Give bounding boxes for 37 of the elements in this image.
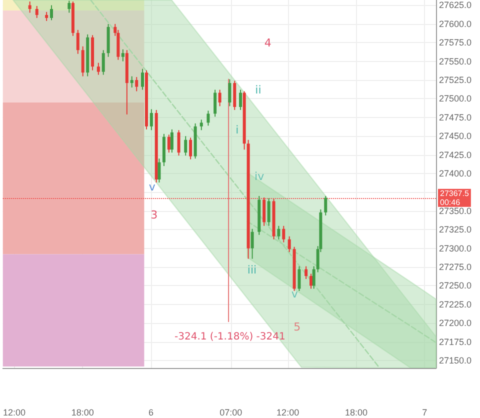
- ref-line-label: 27367.5 00:46: [440, 188, 470, 207]
- y-tick-label: 27225.0: [439, 299, 472, 310]
- y-tick-label: 27500.0: [439, 94, 472, 104]
- annotation: iii: [247, 264, 257, 277]
- y-tick-label: 27550.0: [439, 56, 472, 66]
- annotation: v: [291, 287, 298, 300]
- x-tick-label: 07:00: [220, 408, 242, 418]
- y-tick-label: 27525.0: [439, 75, 472, 86]
- y-tick-label: 27625.0: [439, 0, 472, 10]
- y-tick-label: 27150.0: [439, 356, 472, 366]
- annotation: 4: [264, 36, 272, 50]
- x-tick-label: 12:00: [2, 408, 26, 418]
- x-tick-label: 6: [148, 408, 154, 418]
- y-tick-label: 27300.0: [439, 243, 472, 254]
- y-tick-label: 27200.0: [439, 318, 472, 328]
- y-tick-label: 27450.0: [439, 131, 472, 142]
- x-tick-label: 12:00: [276, 408, 300, 418]
- x-tick-label: 18:00: [71, 408, 94, 418]
- x-tick-label: 7: [422, 408, 428, 418]
- annotation: iv: [254, 170, 265, 184]
- y-tick-label: 27475.0: [439, 112, 472, 122]
- y-tick-label: 27600.0: [439, 18, 472, 29]
- y-tick-label: 27250.0: [439, 280, 472, 291]
- annotation: ii: [255, 83, 262, 96]
- annotation: -324.1 (-1.18%) -3241: [174, 331, 286, 342]
- y-tick-label: 27275.0: [439, 262, 472, 272]
- y-tick-label: 27575.0: [439, 38, 472, 48]
- y-tick-label: 27350.0: [439, 206, 472, 216]
- x-tick-label: 18:00: [344, 408, 368, 418]
- annotation: 5: [294, 320, 301, 334]
- y-tick-label: 27175.0: [439, 336, 472, 347]
- y-tick-label: 27400.0: [439, 168, 472, 179]
- y-tick-label: 27425.0: [439, 150, 472, 160]
- annotation: 3: [150, 208, 158, 222]
- annotation: i: [236, 124, 239, 136]
- y-tick-label: 27325.0: [439, 224, 472, 235]
- annotation: v: [148, 180, 156, 194]
